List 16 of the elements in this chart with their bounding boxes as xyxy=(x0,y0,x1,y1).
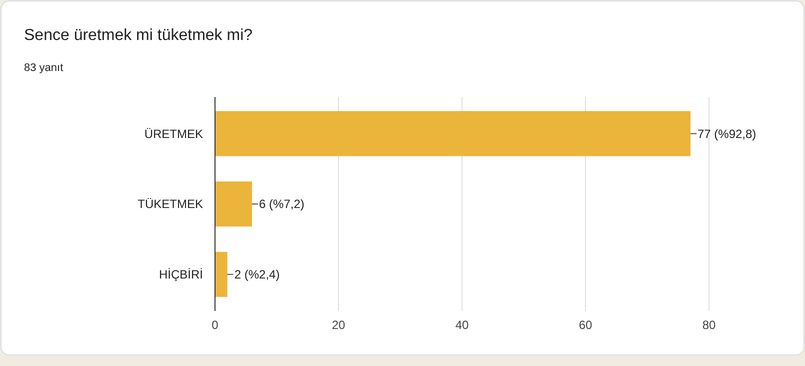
bar xyxy=(215,181,252,227)
chart-title: Sence üretmek mi tüketmek mi? xyxy=(24,27,253,44)
y-tick-label: HİÇBİRİ xyxy=(158,268,203,282)
data-label: 2 (%2,4) xyxy=(234,268,280,282)
y-tick-label: TÜKETMEK xyxy=(138,197,203,212)
y-tick-label: ÜRETMEK xyxy=(144,126,203,141)
bar xyxy=(215,252,228,297)
x-tick-label: 0 xyxy=(212,318,219,332)
x-tick-label: 80 xyxy=(702,318,716,332)
x-tick-label: 40 xyxy=(455,318,469,332)
x-tick-label: 20 xyxy=(332,318,346,332)
bar xyxy=(215,111,690,156)
text: 83 yanıt xyxy=(24,62,64,74)
x-tick-label: 60 xyxy=(578,318,592,332)
data-label: 6 (%7,2) xyxy=(259,197,304,212)
data-label: 77 (%92,8) xyxy=(697,126,756,141)
